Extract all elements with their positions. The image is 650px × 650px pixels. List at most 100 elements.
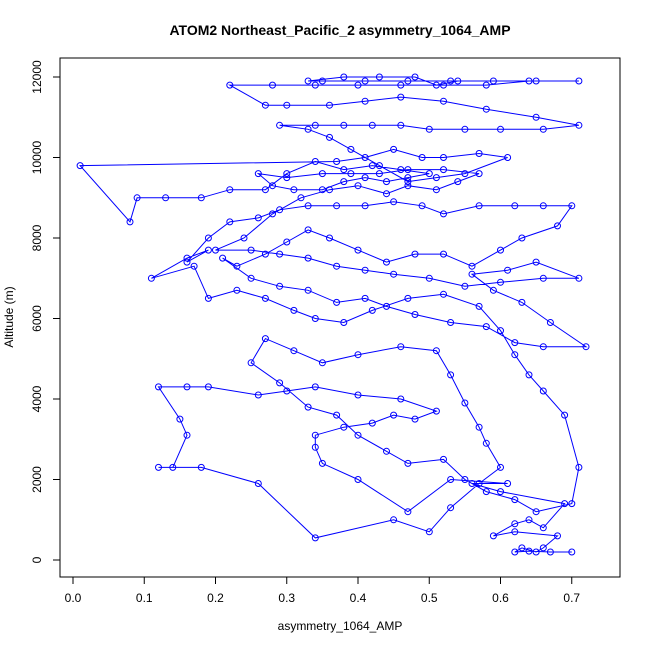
data-point (511, 520, 519, 528)
data-point (397, 121, 405, 129)
data-point (411, 311, 419, 318)
data-point (404, 459, 412, 467)
data-point (254, 170, 262, 178)
data-point (432, 81, 440, 89)
data-point (383, 190, 390, 198)
data-point (432, 174, 440, 182)
data-point (532, 113, 540, 121)
data-point (525, 371, 533, 379)
data-point (532, 77, 540, 85)
data-point (397, 81, 405, 89)
data-point (361, 174, 369, 182)
data-point (204, 234, 212, 242)
data-point (176, 415, 184, 423)
data-point (532, 548, 540, 556)
data-point (397, 93, 405, 101)
data-point (568, 202, 576, 210)
x-tick-label: 0.2 (207, 591, 224, 605)
data-point (475, 150, 483, 157)
data-point (155, 463, 162, 471)
data-point (568, 500, 576, 508)
data-point (411, 73, 419, 81)
data-point (283, 174, 291, 182)
data-point (261, 101, 269, 109)
data-point (461, 282, 469, 290)
data-point (204, 294, 212, 302)
data-point (561, 411, 569, 419)
data-point (311, 431, 319, 439)
data-point (461, 125, 469, 133)
data-point (575, 463, 583, 471)
data-point (425, 125, 433, 133)
data-point (575, 121, 583, 129)
data-point (354, 182, 362, 190)
data-point (554, 532, 561, 540)
data-point (397, 343, 405, 351)
data-point (425, 170, 433, 178)
data-point (582, 343, 590, 351)
data-point (361, 294, 369, 302)
data-point (247, 246, 255, 254)
y-tick-label: 12000 (30, 60, 44, 94)
data-point (482, 488, 490, 496)
x-axis-label: asymmetry_1064_AMP (278, 619, 403, 633)
data-point (318, 77, 326, 85)
data-point (440, 81, 447, 89)
data-point (461, 399, 469, 407)
data-point (283, 101, 291, 109)
data-point (283, 387, 291, 395)
data-point (354, 246, 362, 254)
data-point (354, 81, 362, 89)
data-point (269, 81, 276, 89)
data-point (440, 455, 447, 463)
data-point (397, 395, 405, 403)
data-point (204, 246, 212, 254)
x-tick-label: 0.0 (65, 591, 82, 605)
series-layer (76, 73, 590, 556)
data-point (432, 347, 440, 355)
data-point (518, 298, 526, 306)
data-point (418, 154, 426, 161)
data-point (475, 170, 483, 178)
data-point (340, 178, 348, 186)
data-point (368, 121, 376, 129)
plot-area-frame (59, 57, 621, 578)
data-point (447, 371, 455, 379)
data-point (340, 166, 348, 174)
chart-title: ATOM2 Northeast_Pacific_2 asymmetry_1064… (169, 22, 510, 38)
data-point (276, 206, 284, 214)
data-point (525, 77, 533, 85)
data-point (311, 315, 319, 322)
data-point (254, 214, 262, 222)
data-point (290, 186, 298, 194)
data-point (390, 198, 398, 206)
data-point (461, 476, 469, 483)
data-point (440, 250, 447, 258)
data-point (254, 480, 262, 487)
data-point (311, 121, 319, 129)
data-point (504, 480, 512, 487)
data-point (482, 439, 490, 447)
data-point (390, 411, 398, 419)
data-point (254, 391, 262, 399)
data-point (233, 262, 241, 270)
data-point (440, 97, 447, 105)
data-point (375, 73, 383, 81)
data-point (425, 274, 433, 282)
data-point (226, 81, 234, 89)
data-point (318, 170, 326, 178)
data-point (497, 278, 504, 286)
data-point (155, 383, 162, 391)
data-point (518, 234, 526, 242)
data-point (546, 548, 554, 556)
data-point (511, 339, 519, 347)
data-point (333, 298, 341, 306)
data-point (162, 194, 170, 202)
data-point (169, 463, 177, 471)
data-point (404, 77, 412, 85)
data-point (219, 254, 227, 262)
data-point (261, 186, 269, 194)
data-point (212, 246, 219, 254)
data-point (197, 194, 205, 202)
